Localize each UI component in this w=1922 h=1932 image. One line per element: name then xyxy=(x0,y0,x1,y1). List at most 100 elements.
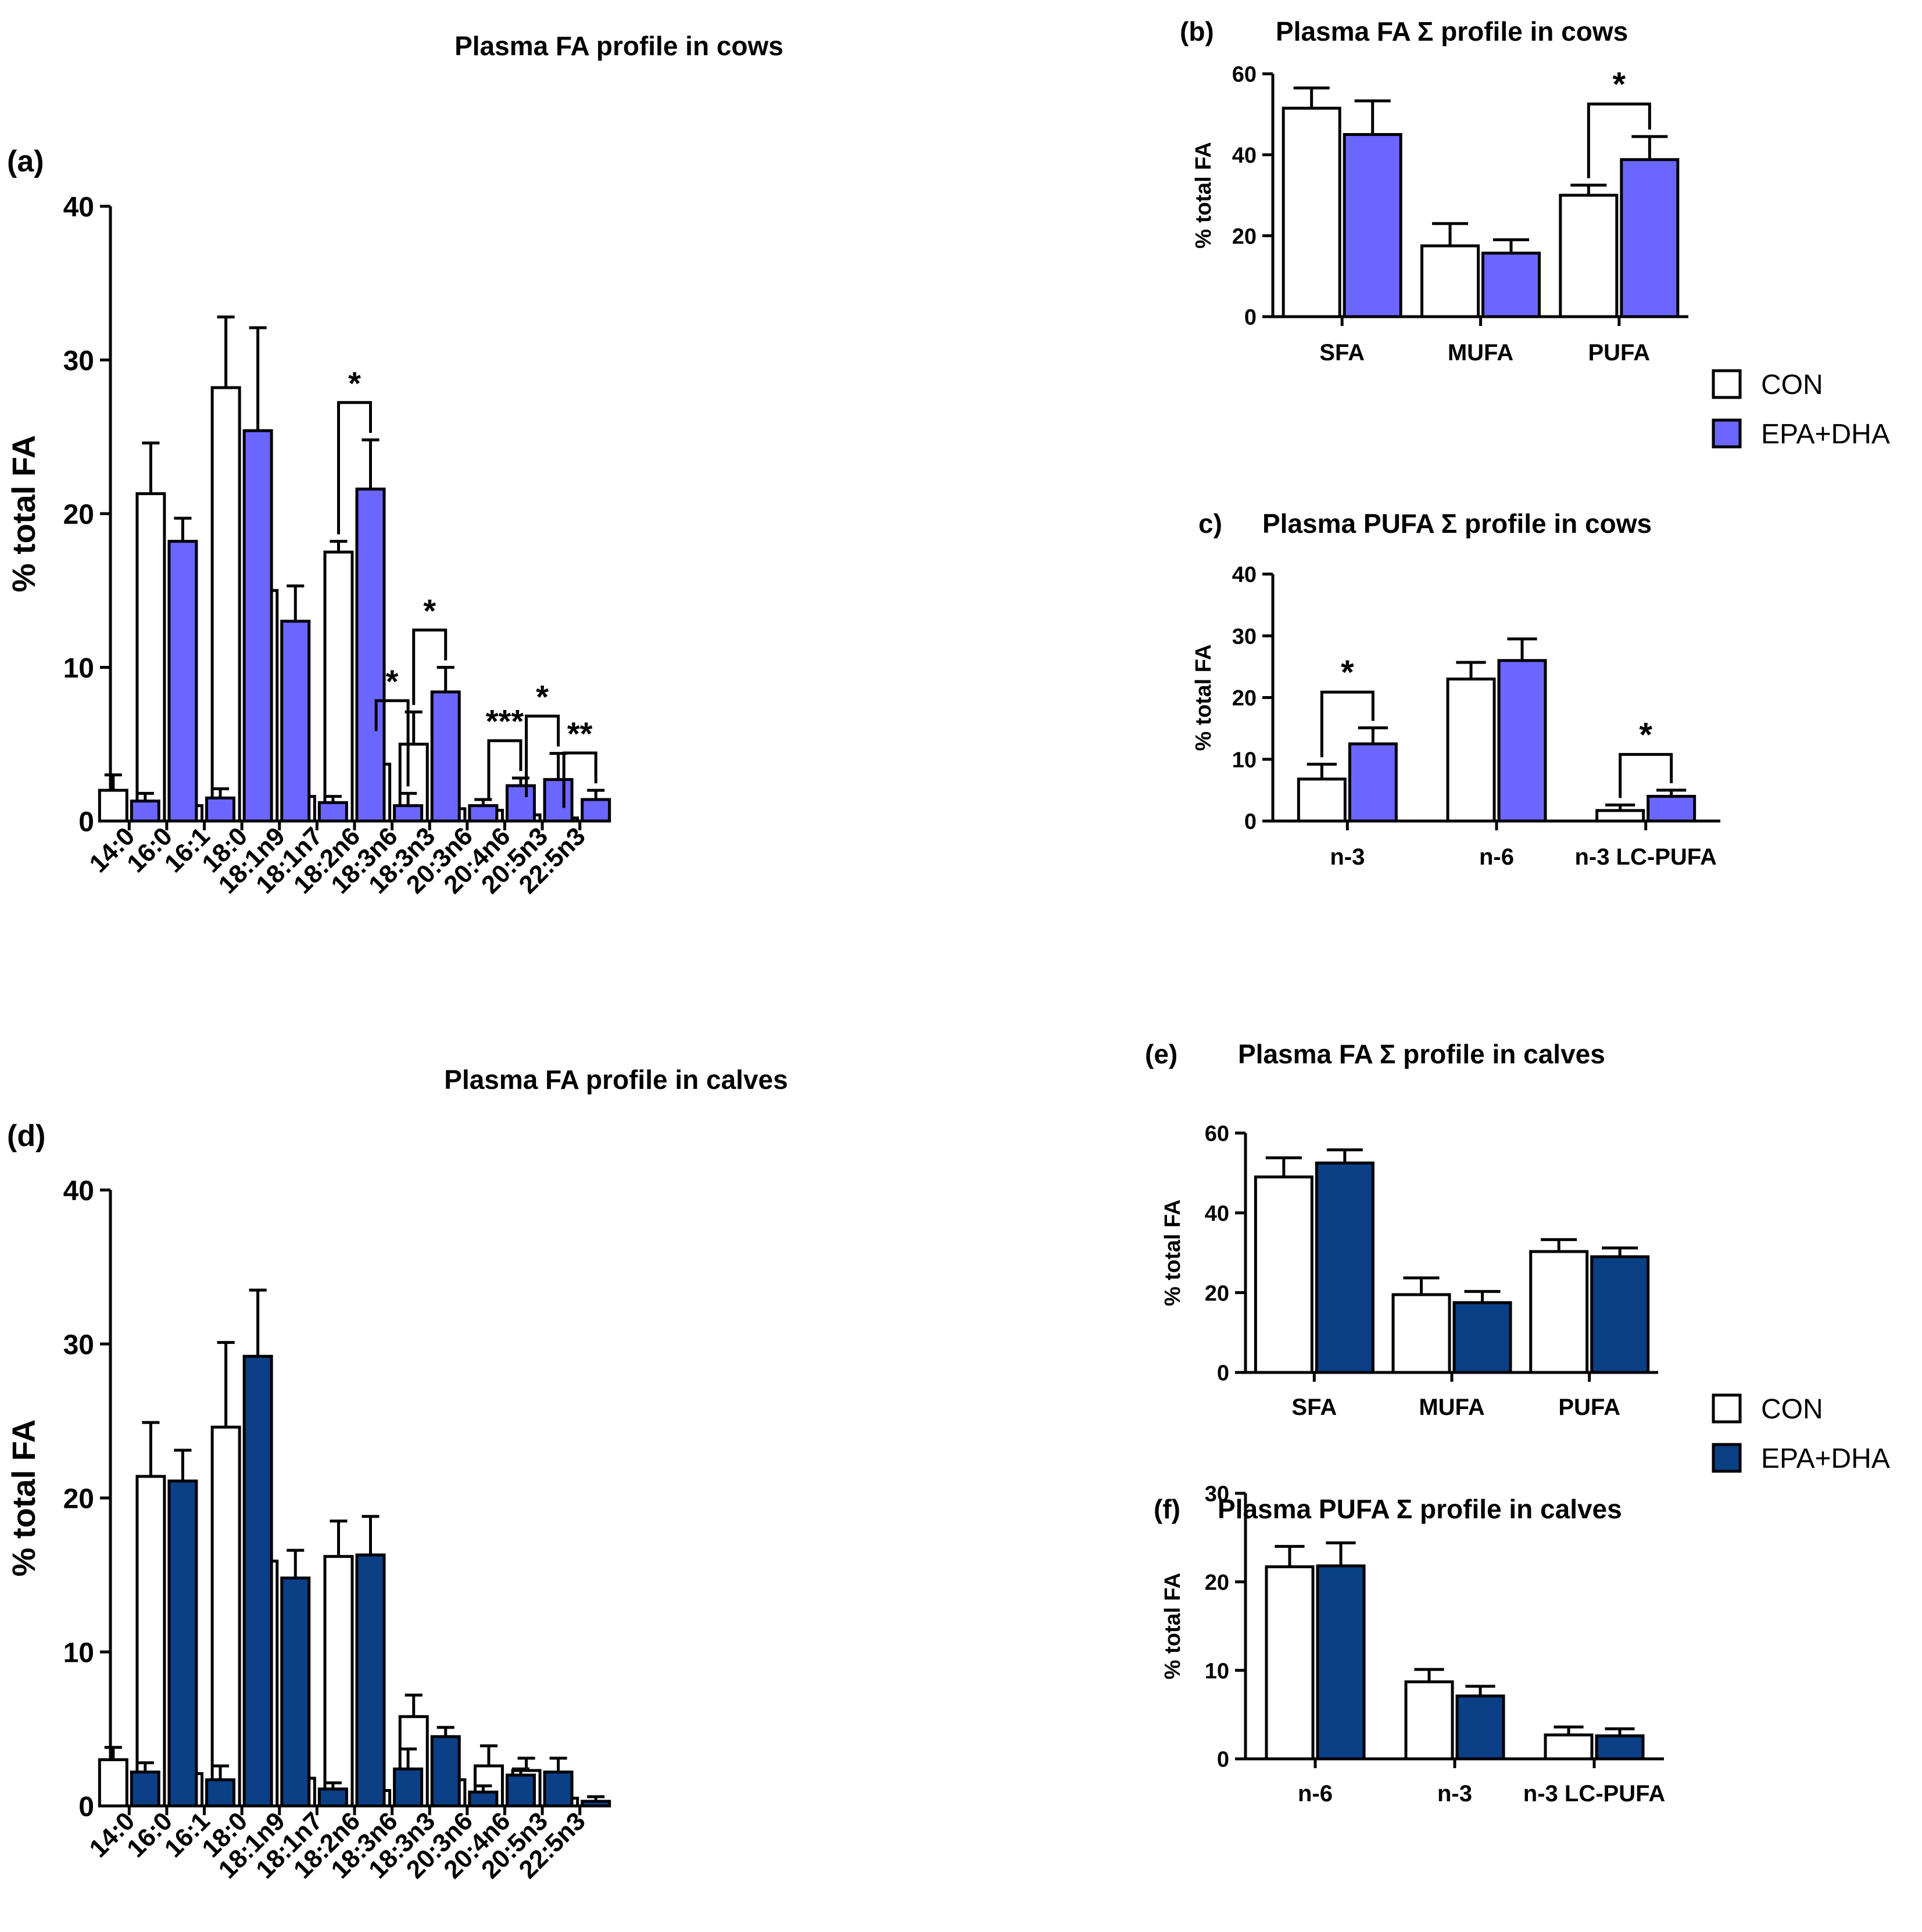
chart-title: Plasma PUFA Σ profile in calves xyxy=(1218,1494,1622,1524)
significance-marker: * xyxy=(1613,66,1626,103)
bar-con xyxy=(1254,1175,1313,1374)
y-tick-label: 0 xyxy=(1217,1748,1229,1772)
bar-epa-dha xyxy=(393,1767,424,1808)
significance-bracket xyxy=(1587,102,1651,178)
bar-epa-dha xyxy=(167,540,198,823)
y-tick-label: 10 xyxy=(1205,1659,1229,1683)
y-tick-label: 0 xyxy=(78,807,94,837)
bar-epa-dha xyxy=(1316,1564,1366,1761)
x-tick-label: MUFA xyxy=(1419,1395,1484,1420)
chart-title: Plasma FA profile in calves xyxy=(444,1064,788,1095)
y-tick-label: 40 xyxy=(1232,563,1257,587)
bar-con xyxy=(1559,193,1619,318)
panel-label: c) xyxy=(1198,508,1222,539)
legend-legend_cows: CON EPA+DHA xyxy=(1712,369,1890,450)
bar-epa-dha xyxy=(167,1479,198,1808)
bar-epa-dha xyxy=(1348,742,1398,823)
significance-bracket xyxy=(337,401,372,535)
chart-title: Plasma FA Σ profile in calves xyxy=(1238,1039,1605,1069)
y-tick-label: 0 xyxy=(1217,1361,1229,1386)
bar-epa-dha xyxy=(205,796,236,823)
bar-epa-dha xyxy=(355,488,386,823)
bar-con xyxy=(98,1758,128,1808)
significance-marker: * xyxy=(536,678,549,715)
significance-bracket xyxy=(525,714,560,797)
significance-bracket xyxy=(1320,690,1375,758)
y-tick-label: 30 xyxy=(1205,1482,1229,1507)
y-tick-label: 30 xyxy=(63,346,94,377)
bar-epa-dha xyxy=(280,619,311,823)
y-tick-label: 20 xyxy=(1205,1571,1229,1595)
bar-con xyxy=(135,1475,166,1808)
bar-epa-dha xyxy=(505,784,536,823)
bar-epa-dha xyxy=(1343,133,1402,318)
panel-label: (a) xyxy=(7,145,44,178)
chart-title: Plasma FA Σ profile in cows xyxy=(1276,16,1628,46)
bar-con xyxy=(1529,1250,1589,1374)
significance-marker: * xyxy=(348,365,361,402)
chart-b: (b) Plasma FA Σ profile in cows 0 20 40 60 % t… xyxy=(1180,16,1688,365)
bar-epa-dha xyxy=(242,1354,273,1808)
bar-epa-dha xyxy=(317,801,348,823)
bar-epa-dha xyxy=(430,690,461,823)
significance-bracket xyxy=(1619,752,1673,798)
bar-epa-dha xyxy=(205,1778,236,1808)
bar-con xyxy=(1297,777,1347,823)
x-tick-label: n-6 xyxy=(1298,1781,1333,1806)
panel-label: (f) xyxy=(1154,1494,1180,1524)
bar-con xyxy=(1420,244,1480,318)
x-tick-label: SFA xyxy=(1291,1395,1337,1420)
y-tick-label: 20 xyxy=(1232,686,1257,711)
chart-d: (d) Plasma FA profile in calves 0 10 20 30 40%… xyxy=(5,1064,788,1884)
chart-title: Plasma FA profile in cows xyxy=(454,31,783,61)
y-tick-label: 20 xyxy=(63,1483,94,1514)
bar-con xyxy=(323,550,354,823)
x-tick-label: n-3 LC-PUFA xyxy=(1523,1781,1665,1806)
significance-marker: * xyxy=(423,592,436,629)
y-axis-label: % total FA xyxy=(1191,644,1216,751)
panel-label: (d) xyxy=(7,1119,45,1153)
y-axis-label: % total FA xyxy=(1161,1573,1185,1680)
bar-con xyxy=(98,788,128,823)
x-tick-label: n-3 xyxy=(1437,1781,1472,1806)
legend-label: CON xyxy=(1761,370,1823,400)
y-tick-label: 40 xyxy=(63,1175,94,1206)
y-tick-label: 0 xyxy=(1244,306,1257,330)
bar-epa-dha xyxy=(355,1553,386,1808)
bar-epa-dha xyxy=(1590,1255,1650,1374)
y-tick-label: 40 xyxy=(63,192,94,223)
significance-bracket xyxy=(374,699,410,787)
bar-con xyxy=(1391,1293,1451,1374)
legend-swatch-epa-dha xyxy=(1712,418,1742,449)
y-tick-label: 40 xyxy=(1205,1202,1229,1226)
bar-con xyxy=(1282,106,1341,318)
bar-con xyxy=(1404,1680,1454,1761)
bar-epa-dha xyxy=(581,798,611,823)
bar-epa-dha xyxy=(1647,795,1696,823)
chart-c: c) Plasma PUFA Σ profile in cows 0 10 20 30 40… xyxy=(1191,508,1720,870)
significance-marker: * xyxy=(1341,654,1354,691)
x-tick-label: n-3 LC-PUFA xyxy=(1574,844,1716,870)
bar-epa-dha xyxy=(1452,1301,1512,1374)
bar-con xyxy=(1265,1565,1315,1761)
bar-epa-dha xyxy=(1497,659,1547,823)
bar-epa-dha xyxy=(505,1773,536,1808)
legend-swatch-con xyxy=(1712,369,1742,399)
bar-epa-dha xyxy=(468,1790,499,1808)
bar-epa-dha xyxy=(1481,252,1541,318)
significance-bracket xyxy=(562,751,597,808)
legend-label: EPA+DHA xyxy=(1761,1443,1890,1474)
y-tick-label: 60 xyxy=(1205,1122,1229,1146)
legend-legend_calves: CON EPA+DHA xyxy=(1712,1393,1890,1474)
bar-epa-dha xyxy=(242,429,273,823)
chart-f: (f) Plasma PUFA Σ profile in calves 0 10 20 3… xyxy=(1154,1482,1665,1806)
significance-marker: ** xyxy=(567,715,593,752)
bar-epa-dha xyxy=(130,800,160,823)
x-tick-label: SFA xyxy=(1319,340,1365,365)
x-tick-label: n-3 xyxy=(1330,844,1365,870)
significance-marker: * xyxy=(1639,716,1652,754)
y-axis-label: % total FA xyxy=(5,1420,42,1577)
y-axis-label: % total FA xyxy=(5,435,42,593)
y-tick-label: 20 xyxy=(1232,224,1257,249)
